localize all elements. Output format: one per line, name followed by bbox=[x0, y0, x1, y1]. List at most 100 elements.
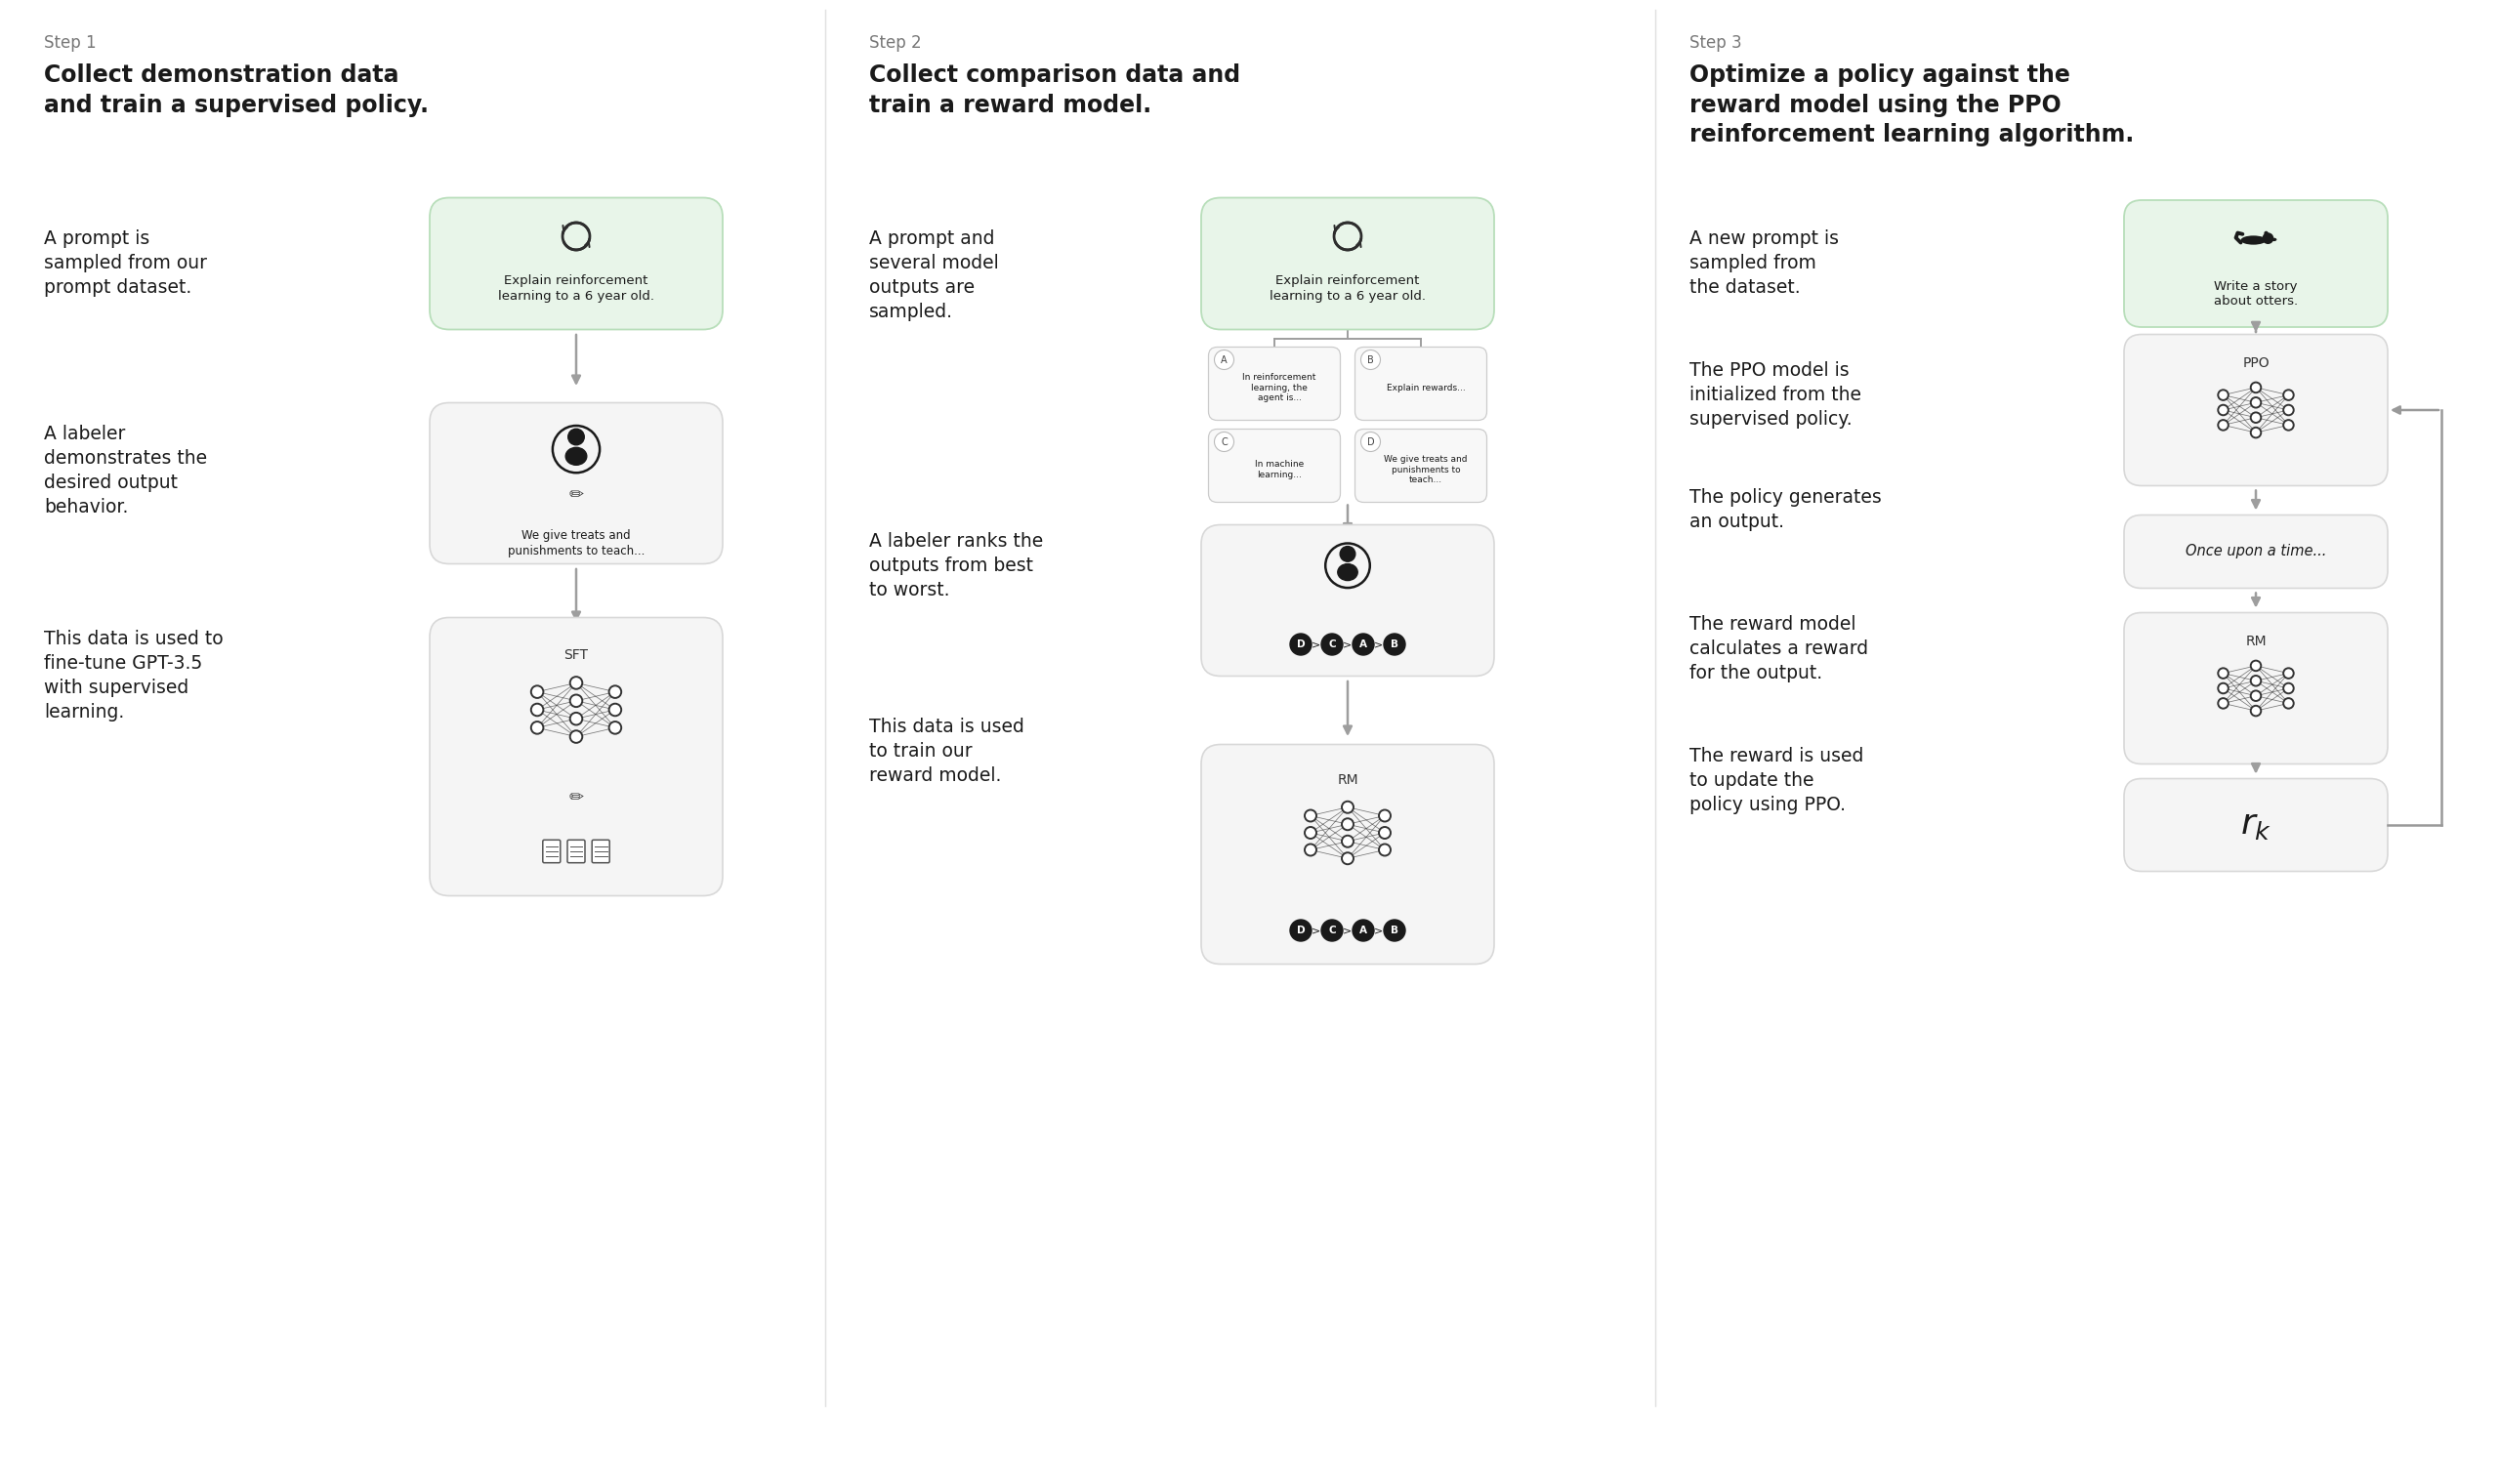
Text: Explain reinforcement
learning to a 6 year old.: Explain reinforcement learning to a 6 ye… bbox=[1270, 275, 1425, 303]
Text: SFT: SFT bbox=[565, 649, 588, 662]
Text: Explain reinforcement
learning to a 6 year old.: Explain reinforcement learning to a 6 ye… bbox=[498, 275, 655, 303]
Circle shape bbox=[1380, 827, 1390, 838]
Circle shape bbox=[610, 686, 622, 697]
Text: The PPO model is
initialized from the
supervised policy.: The PPO model is initialized from the su… bbox=[1690, 361, 1862, 429]
FancyBboxPatch shape bbox=[1200, 197, 1495, 329]
Text: This data is used
to train our
reward model.: This data is used to train our reward mo… bbox=[870, 718, 1025, 785]
Circle shape bbox=[2250, 675, 2260, 686]
Text: PPO: PPO bbox=[2242, 356, 2270, 370]
FancyBboxPatch shape bbox=[2125, 200, 2388, 326]
FancyBboxPatch shape bbox=[2125, 334, 2388, 485]
Circle shape bbox=[2282, 697, 2293, 708]
Circle shape bbox=[2250, 427, 2260, 438]
Text: Step 3: Step 3 bbox=[1690, 34, 1742, 52]
Text: C: C bbox=[1328, 640, 1335, 649]
Text: In reinforcement
learning, the
agent is...: In reinforcement learning, the agent is.… bbox=[1242, 372, 1315, 402]
Text: Optimize a policy against the
reward model using the PPO
reinforcement learning : Optimize a policy against the reward mod… bbox=[1690, 64, 2135, 147]
FancyBboxPatch shape bbox=[2125, 613, 2388, 764]
Circle shape bbox=[2250, 398, 2260, 408]
Circle shape bbox=[530, 703, 542, 715]
Text: >: > bbox=[1342, 640, 1352, 649]
Circle shape bbox=[570, 677, 582, 689]
Text: B: B bbox=[1390, 640, 1398, 649]
Circle shape bbox=[1305, 810, 1318, 822]
Circle shape bbox=[1322, 634, 1342, 654]
Circle shape bbox=[2265, 232, 2268, 236]
FancyBboxPatch shape bbox=[1208, 347, 1340, 420]
Circle shape bbox=[2218, 420, 2228, 430]
Text: Collect demonstration data
and train a supervised policy.: Collect demonstration data and train a s… bbox=[45, 64, 428, 117]
Text: A: A bbox=[1220, 355, 1228, 365]
FancyBboxPatch shape bbox=[430, 197, 722, 329]
Text: D: D bbox=[1298, 640, 1305, 649]
Text: Explain rewards...: Explain rewards... bbox=[1388, 383, 1465, 392]
Text: Step 1: Step 1 bbox=[45, 34, 98, 52]
Ellipse shape bbox=[1338, 564, 1358, 580]
Text: A new prompt is
sampled from
the dataset.: A new prompt is sampled from the dataset… bbox=[1690, 230, 1840, 297]
Text: >: > bbox=[1375, 926, 1382, 935]
Circle shape bbox=[1342, 801, 1352, 813]
Ellipse shape bbox=[565, 448, 588, 464]
Text: Step 2: Step 2 bbox=[870, 34, 922, 52]
Circle shape bbox=[2250, 383, 2260, 393]
Circle shape bbox=[2282, 390, 2293, 401]
Circle shape bbox=[568, 429, 585, 445]
Circle shape bbox=[1290, 920, 1312, 941]
FancyBboxPatch shape bbox=[542, 840, 560, 862]
Circle shape bbox=[1215, 350, 1235, 370]
Text: In machine
learning...: In machine learning... bbox=[1255, 460, 1305, 479]
Text: A: A bbox=[1360, 926, 1368, 935]
Circle shape bbox=[1322, 920, 1342, 941]
Text: Collect comparison data and
train a reward model.: Collect comparison data and train a rewa… bbox=[870, 64, 1240, 117]
Text: We give treats and
punishments to
teach...: We give treats and punishments to teach.… bbox=[1385, 456, 1468, 484]
Circle shape bbox=[1290, 634, 1312, 654]
Text: This data is used to
fine-tune GPT-3.5
with supervised
learning.: This data is used to fine-tune GPT-3.5 w… bbox=[45, 629, 222, 721]
Circle shape bbox=[2218, 668, 2228, 678]
Circle shape bbox=[2282, 683, 2293, 693]
Text: Once upon a time...: Once upon a time... bbox=[2185, 545, 2328, 559]
Circle shape bbox=[1215, 432, 1235, 451]
Text: Write a story
about otters.: Write a story about otters. bbox=[2215, 279, 2298, 309]
Text: D: D bbox=[1298, 926, 1305, 935]
Ellipse shape bbox=[2240, 236, 2265, 245]
Text: We give treats and
punishments to teach...: We give treats and punishments to teach.… bbox=[508, 530, 645, 558]
FancyBboxPatch shape bbox=[1200, 525, 1495, 677]
Circle shape bbox=[1342, 835, 1352, 847]
Circle shape bbox=[2218, 683, 2228, 693]
Text: >: > bbox=[1312, 926, 1320, 935]
Text: >: > bbox=[1312, 640, 1320, 649]
Circle shape bbox=[1340, 546, 1355, 561]
Text: The policy generates
an output.: The policy generates an output. bbox=[1690, 488, 1882, 531]
FancyBboxPatch shape bbox=[430, 617, 722, 896]
Circle shape bbox=[2282, 420, 2293, 430]
Circle shape bbox=[1352, 920, 1375, 941]
Circle shape bbox=[1360, 432, 1380, 451]
FancyBboxPatch shape bbox=[1355, 429, 1487, 502]
Circle shape bbox=[610, 721, 622, 735]
Text: RM: RM bbox=[1338, 773, 1358, 787]
Ellipse shape bbox=[2272, 237, 2278, 242]
Text: ✏: ✏ bbox=[570, 487, 582, 503]
Circle shape bbox=[1305, 844, 1318, 856]
Text: A labeler ranks the
outputs from best
to worst.: A labeler ranks the outputs from best to… bbox=[870, 533, 1042, 600]
Text: B: B bbox=[1390, 926, 1398, 935]
Text: $r_k$: $r_k$ bbox=[2240, 809, 2273, 841]
Text: B: B bbox=[1368, 355, 1375, 365]
Circle shape bbox=[2250, 690, 2260, 700]
Text: D: D bbox=[1368, 436, 1375, 447]
Text: ✏: ✏ bbox=[570, 789, 582, 806]
Circle shape bbox=[2250, 706, 2260, 715]
Circle shape bbox=[1342, 853, 1352, 864]
Text: C: C bbox=[1220, 436, 1228, 447]
Text: RM: RM bbox=[2245, 634, 2268, 649]
FancyBboxPatch shape bbox=[1355, 347, 1487, 420]
Circle shape bbox=[2250, 660, 2260, 671]
Text: The reward is used
to update the
policy using PPO.: The reward is used to update the policy … bbox=[1690, 746, 1862, 815]
Circle shape bbox=[1305, 827, 1318, 838]
Text: >: > bbox=[1375, 640, 1382, 649]
Text: C: C bbox=[1328, 926, 1335, 935]
Circle shape bbox=[1352, 634, 1375, 654]
FancyBboxPatch shape bbox=[2125, 779, 2388, 871]
Circle shape bbox=[2218, 405, 2228, 416]
Circle shape bbox=[1385, 634, 1405, 654]
